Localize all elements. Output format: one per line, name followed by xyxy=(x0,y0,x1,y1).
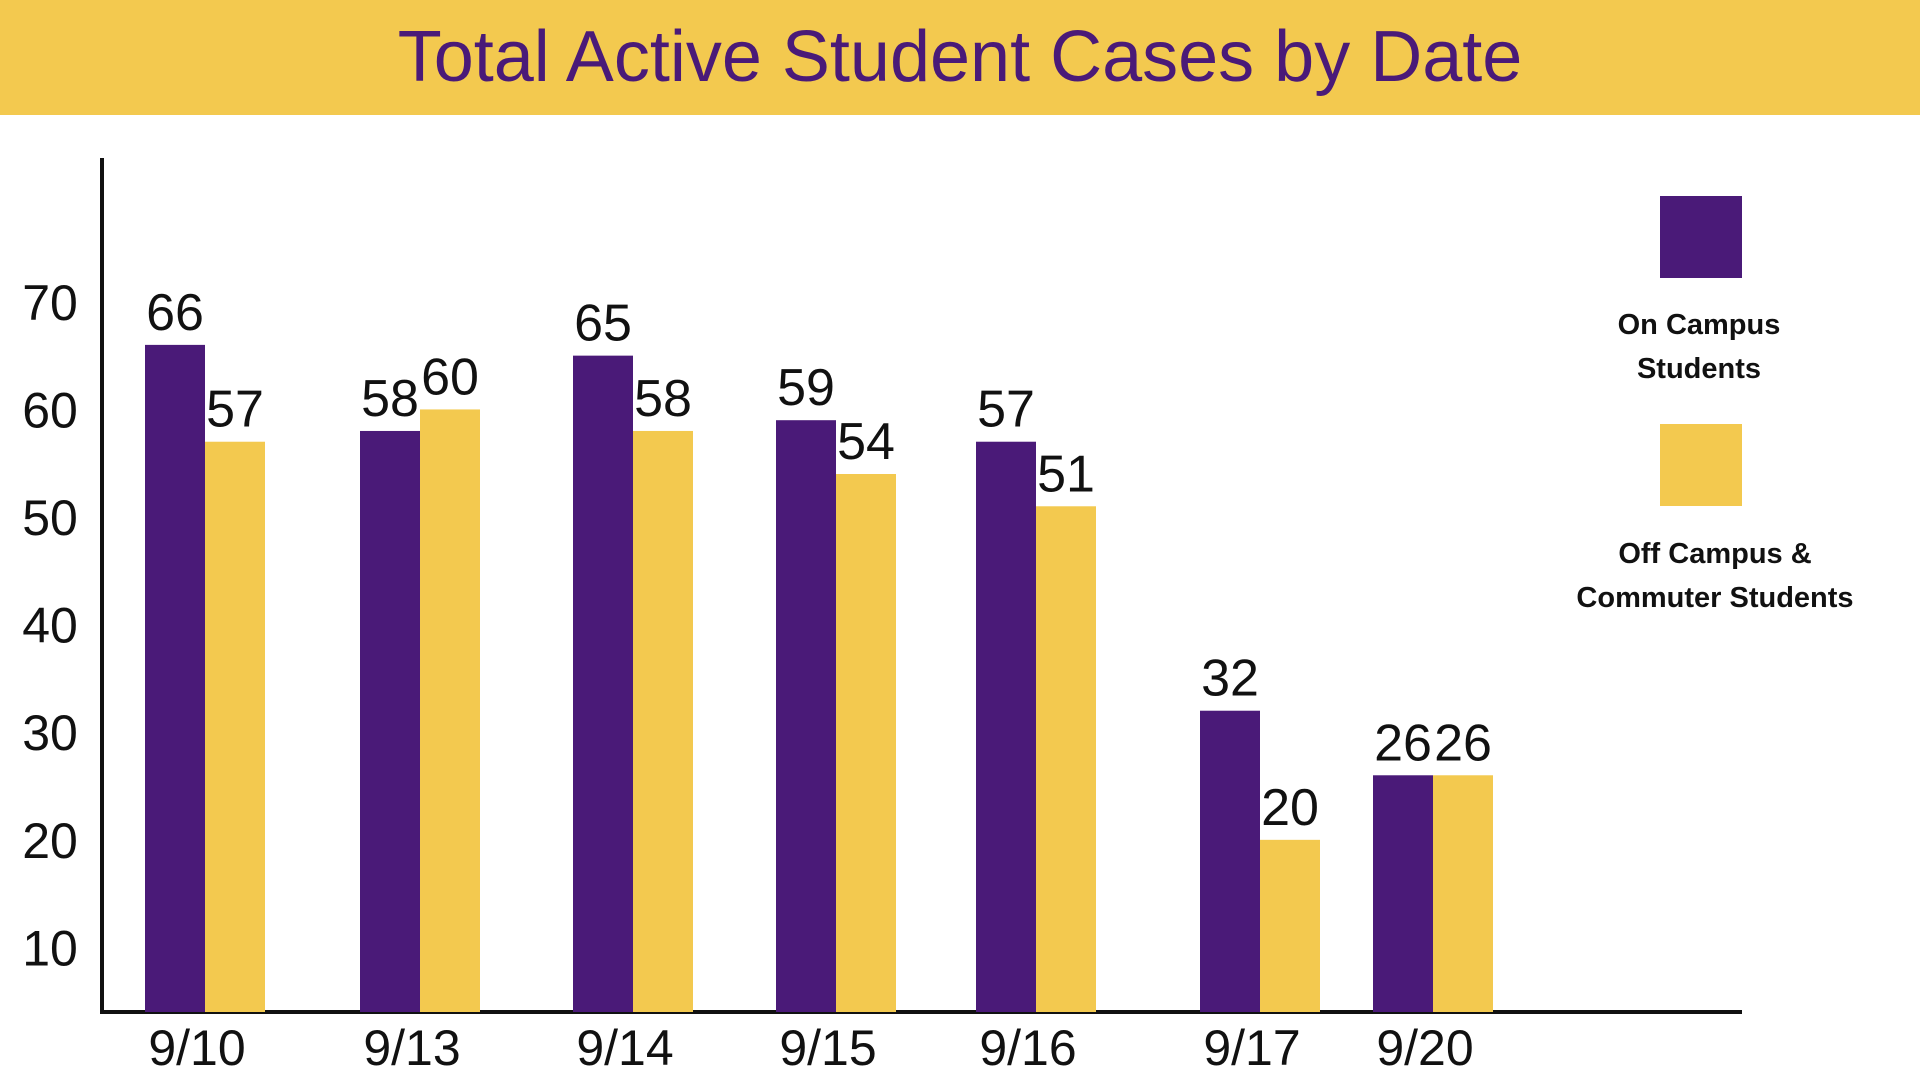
bar-on-campus xyxy=(360,430,420,1013)
data-label: 65 xyxy=(574,295,632,353)
y-tick-label: 30 xyxy=(22,705,78,761)
y-tick-label: 10 xyxy=(22,920,78,976)
legend-label: Commuter Students xyxy=(1576,582,1853,614)
x-tick-label: 9/14 xyxy=(576,1020,673,1076)
bar-on-campus xyxy=(976,441,1036,1013)
legend-swatch-off-campus xyxy=(1660,424,1742,506)
y-tick-label: 70 xyxy=(22,275,78,331)
legend-label: Off Campus & xyxy=(1618,538,1811,570)
data-label: 57 xyxy=(977,381,1035,439)
data-label: 54 xyxy=(837,413,895,471)
legend-label: Students xyxy=(1637,353,1761,385)
data-label: 66 xyxy=(146,284,204,342)
bar-off-campus xyxy=(633,430,693,1013)
bar-off-campus xyxy=(205,441,265,1013)
bar-on-campus xyxy=(1373,775,1433,1012)
y-tick-label: 40 xyxy=(22,598,78,654)
bar-off-campus xyxy=(1433,775,1493,1012)
bar-on-campus xyxy=(1200,710,1260,1012)
y-tick-label: 50 xyxy=(22,490,78,546)
bar-off-campus xyxy=(836,474,896,1012)
data-label: 60 xyxy=(421,348,479,406)
y-tick-label: 60 xyxy=(22,382,78,438)
data-label: 26 xyxy=(1374,714,1432,772)
data-label: 20 xyxy=(1261,779,1319,837)
bar-on-campus xyxy=(573,355,633,1012)
data-label: 57 xyxy=(206,381,264,439)
legend-label: On Campus xyxy=(1618,309,1781,341)
x-tick-label: 9/17 xyxy=(1203,1020,1300,1076)
bar-on-campus xyxy=(145,344,205,1012)
chart-title: Total Active Student Cases by Date xyxy=(397,16,1523,97)
x-tick-label: 9/15 xyxy=(779,1020,876,1076)
title-banner: Total Active Student Cases by Date xyxy=(0,0,1920,115)
bar-off-campus xyxy=(420,409,480,1012)
data-label: 32 xyxy=(1201,650,1259,708)
data-label: 58 xyxy=(634,370,692,428)
x-tick-label: 9/13 xyxy=(363,1020,460,1076)
x-tick-label: 9/16 xyxy=(979,1020,1076,1076)
data-label: 58 xyxy=(361,370,419,428)
x-tick-label: 9/10 xyxy=(148,1020,245,1076)
data-label: 59 xyxy=(777,359,835,417)
bar-off-campus xyxy=(1260,839,1320,1012)
data-label: 51 xyxy=(1037,445,1095,503)
y-tick-label: 20 xyxy=(22,813,78,869)
bar-off-campus xyxy=(1036,506,1096,1012)
x-tick-label: 9/20 xyxy=(1376,1020,1473,1076)
data-label: 26 xyxy=(1434,714,1492,772)
bar-on-campus xyxy=(776,420,836,1012)
legend-swatch-on-campus xyxy=(1660,196,1742,278)
